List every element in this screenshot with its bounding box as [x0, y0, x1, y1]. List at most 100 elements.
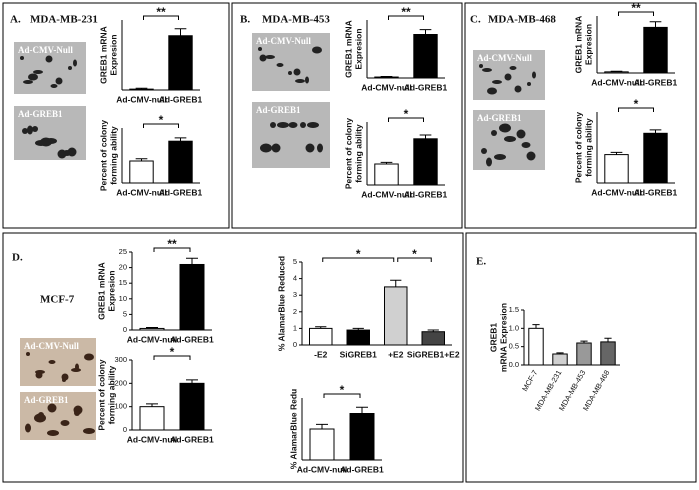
colony	[487, 88, 497, 95]
colony	[83, 428, 95, 434]
significance-label: *	[634, 97, 639, 111]
y-axis-label: GREB1	[488, 323, 498, 353]
image-label: Ad-CMV-Null	[477, 53, 532, 63]
y-tick-label: 0	[123, 325, 127, 334]
y-tick-label: 0	[293, 340, 297, 349]
colony	[35, 140, 47, 146]
colony	[84, 354, 94, 361]
significance-label: *	[159, 113, 164, 127]
colony	[58, 150, 67, 159]
colony	[265, 55, 275, 59]
image-label: Ad-GREB1	[256, 105, 301, 115]
colony	[73, 60, 77, 67]
panel-title: MDA-MB-468	[488, 14, 556, 26]
y-axis-label: forming ability	[583, 118, 593, 177]
colony	[305, 77, 309, 84]
bar	[130, 89, 153, 90]
error-bar	[420, 135, 432, 139]
bar	[601, 342, 615, 365]
significance-label: **	[631, 1, 641, 15]
panel-label: E.	[476, 256, 486, 268]
y-axis-label: Expresion	[106, 270, 116, 311]
x-tick-label: Ad-GREB1	[634, 77, 678, 87]
y-tick-label: 20	[119, 263, 127, 272]
y-axis-label: Expresion	[353, 28, 363, 69]
colony	[71, 368, 81, 372]
panel-label: B.	[240, 14, 250, 26]
error-bar	[390, 280, 401, 287]
colony	[288, 71, 292, 75]
panel-title: MDA-MB-231	[30, 14, 98, 26]
colony	[260, 144, 272, 153]
colony	[527, 82, 531, 86]
colony	[270, 122, 276, 128]
bar	[644, 27, 667, 73]
colony	[26, 352, 30, 356]
y-axis-label: forming ability	[353, 124, 363, 183]
colony	[56, 78, 63, 85]
y-tick-label: 1	[293, 323, 297, 332]
colony	[479, 64, 483, 68]
colony	[62, 378, 66, 382]
error-bar	[186, 258, 198, 264]
y-axis-label: GREB1 mRNA	[573, 16, 583, 74]
colony	[277, 122, 289, 128]
colony	[260, 55, 267, 62]
colony	[272, 144, 281, 153]
bar	[529, 328, 543, 365]
colony	[515, 86, 522, 93]
x-tick-label: Ad-GREB1	[170, 334, 214, 344]
bar	[169, 141, 192, 183]
panel-title: MCF-7	[40, 294, 75, 306]
image-label: Ad-CMV-Null	[256, 36, 311, 46]
significance-label: *	[170, 345, 175, 359]
panel-label: A.	[10, 14, 21, 26]
error-bar	[532, 325, 539, 329]
error-bar	[604, 338, 611, 342]
bar	[350, 414, 374, 461]
y-tick-label: 100	[114, 402, 127, 411]
bar	[375, 77, 398, 78]
colony	[33, 70, 43, 74]
panel-title: MDA-MB-453	[262, 14, 330, 26]
bar	[414, 35, 437, 79]
y-axis-label: % AlamarBlue Redu	[288, 389, 298, 469]
error-bar	[650, 22, 662, 28]
colony	[312, 47, 322, 54]
y-tick-label: 2	[293, 307, 297, 316]
y-tick-label: 1.0	[509, 323, 519, 332]
bar	[644, 133, 667, 183]
y-axis-label: forming ability	[108, 126, 118, 185]
colony	[494, 154, 506, 160]
y-axis-label: Percent of colony	[98, 120, 108, 192]
colony	[61, 420, 70, 426]
y-axis-label: GREB1 mRNA	[343, 20, 353, 78]
colony	[517, 130, 526, 139]
error-bar	[186, 380, 198, 384]
y-tick-label: 0.0	[509, 360, 519, 369]
y-tick-label: 5	[293, 257, 297, 266]
bar	[414, 139, 437, 185]
colony	[25, 424, 31, 433]
x-tick-label: +E2	[388, 349, 404, 359]
y-axis-label: Percent of colony	[573, 112, 583, 184]
bar	[553, 354, 567, 365]
x-tick-label: Ad-GREB1	[404, 82, 448, 92]
y-tick-label: 1.5	[509, 305, 519, 314]
error-bar	[420, 30, 432, 35]
colony	[306, 144, 315, 153]
bar	[385, 287, 408, 345]
colony	[34, 414, 46, 423]
bar	[577, 343, 591, 365]
y-tick-label: 5	[123, 309, 127, 318]
error-bar	[175, 29, 187, 36]
bar	[169, 36, 192, 90]
significance-label: *	[340, 383, 345, 397]
colony	[289, 122, 298, 128]
bar	[140, 407, 164, 430]
colony	[300, 122, 306, 128]
colony	[28, 74, 38, 81]
colony	[510, 66, 517, 70]
colony	[481, 148, 487, 154]
